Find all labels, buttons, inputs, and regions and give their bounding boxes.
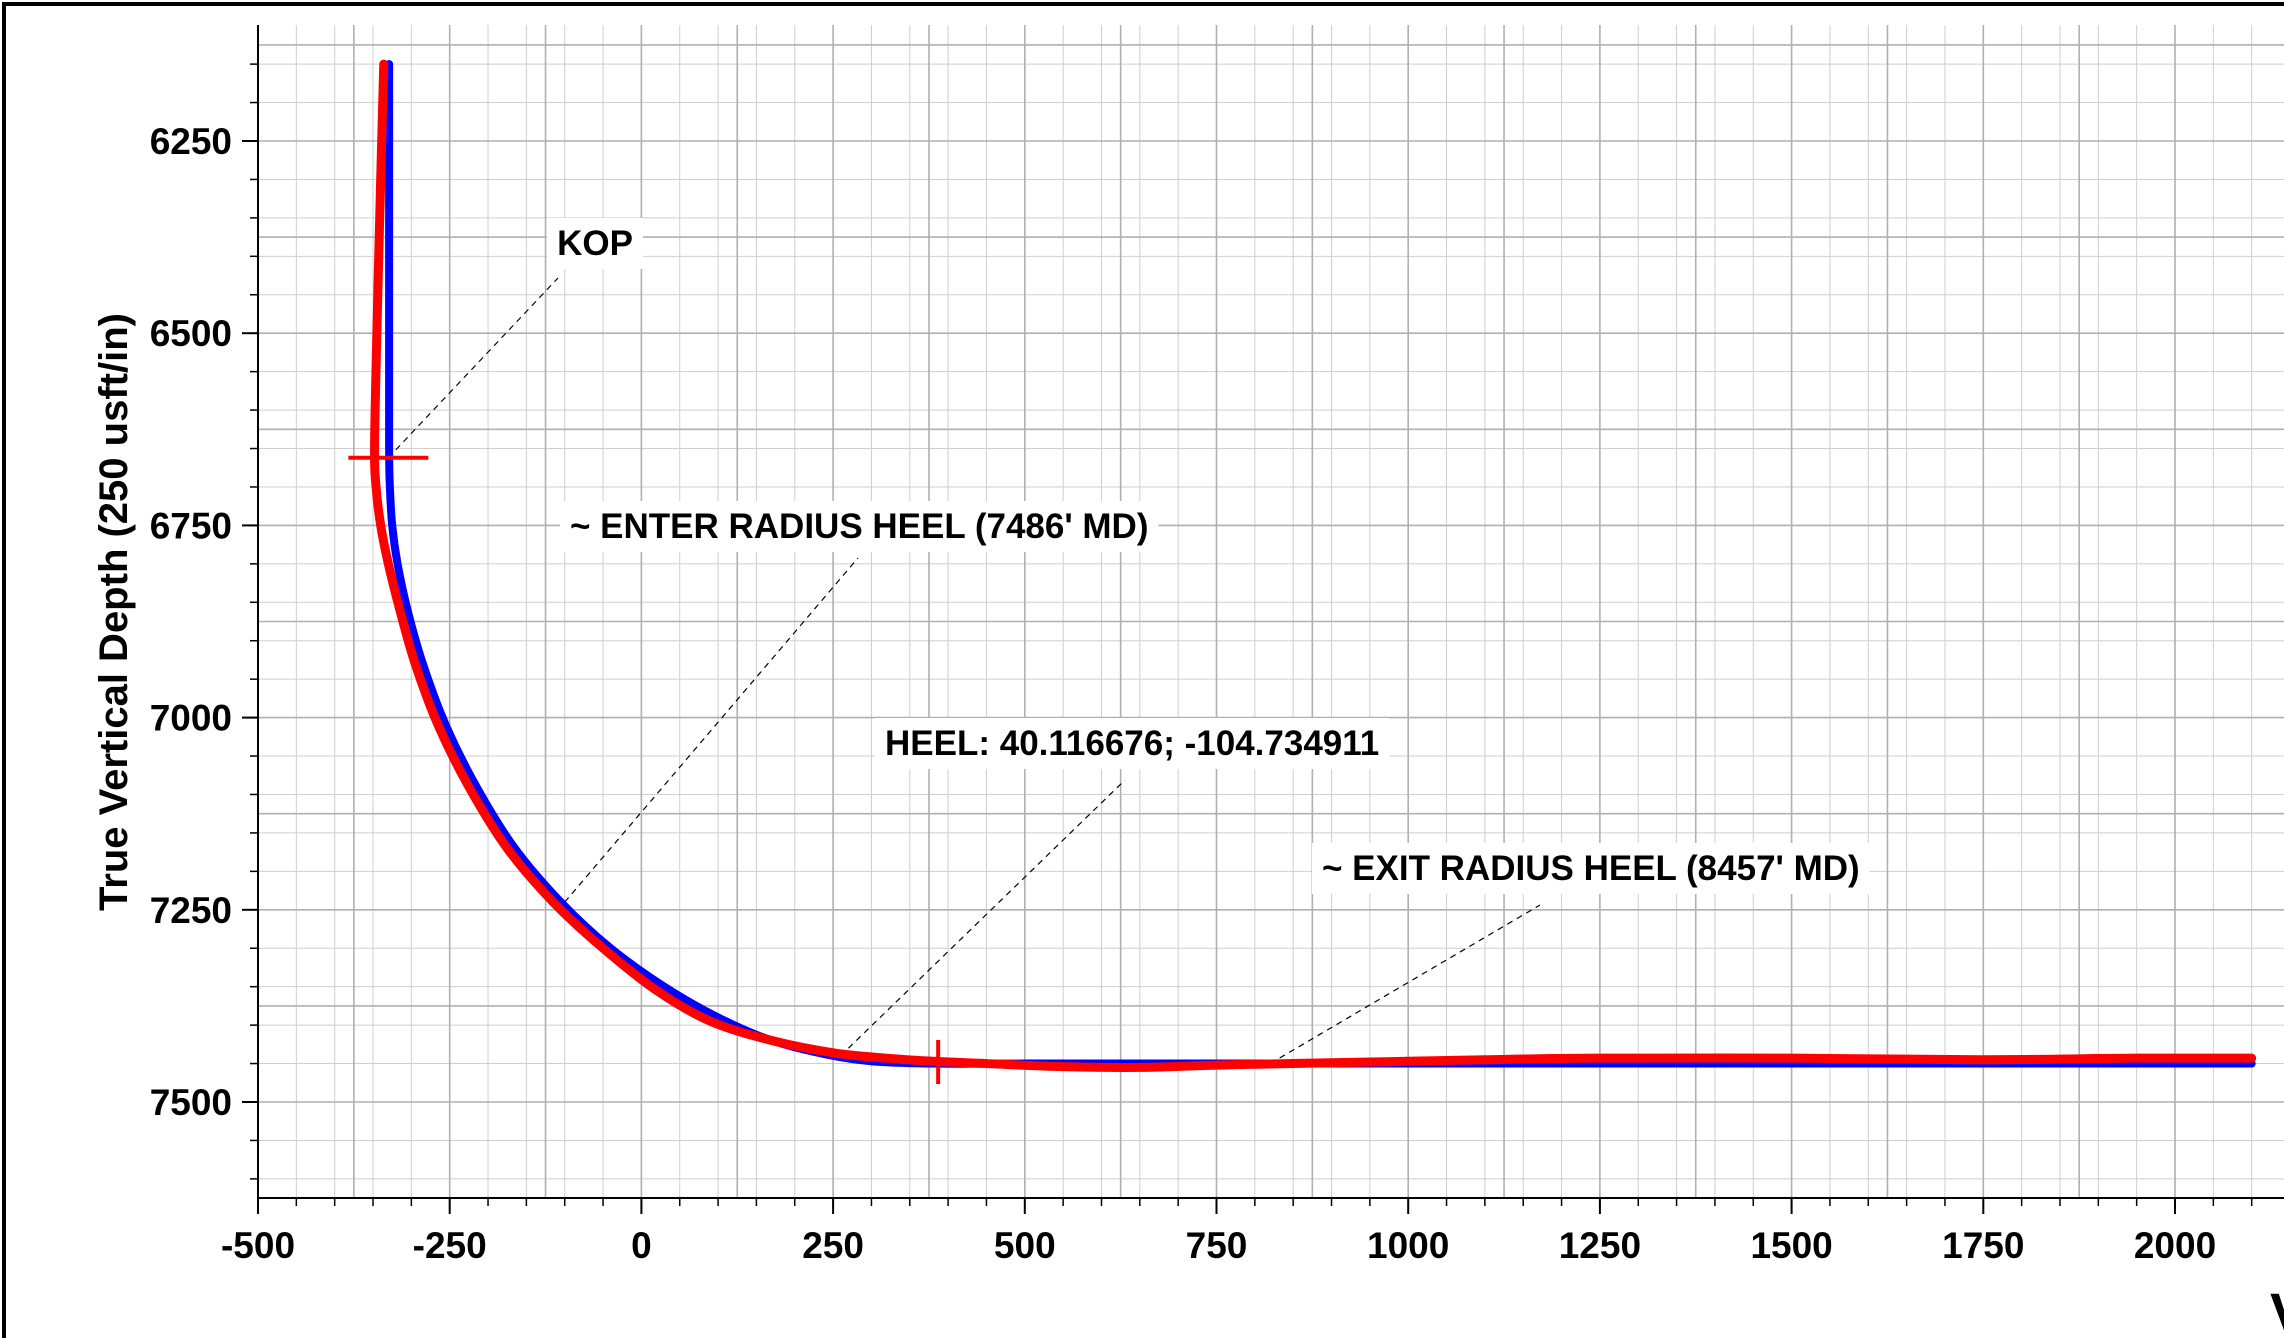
x-tick-label: 500: [994, 1225, 1056, 1266]
x-tick-label: -250: [413, 1225, 487, 1266]
x-tick-label: 2000: [2134, 1225, 2216, 1266]
x-tick-label: 0: [631, 1225, 652, 1266]
marker-group: [348, 455, 941, 1085]
y-tick-label: 6500: [150, 313, 232, 354]
y-tick-label: 7250: [150, 890, 232, 931]
series-group: [370, 59, 2257, 1072]
annotation-label: ~ EXIT RADIUS HEEL (8457' MD): [1322, 849, 1860, 888]
series-line-blue: [385, 60, 2256, 1068]
x-tick-label: -500: [221, 1225, 295, 1266]
annotation-leaders: [387, 277, 1541, 1065]
annotation-label-bg: [560, 501, 1159, 552]
y-tick-labels: 6250 6500 6750 7000 7250 7500: [150, 121, 232, 1123]
y-axis-label: True Vertical Depth (250 usft/in): [92, 313, 136, 911]
y-tick-label: 6250: [150, 121, 232, 162]
series-line-red: [370, 59, 2257, 1072]
x-axis-label-fragment: V: [2270, 1281, 2284, 1338]
x-tick-label: 750: [1186, 1225, 1248, 1266]
y-tick-label: 7500: [150, 1082, 232, 1123]
annotation-label: HEEL: 40.116676; -104.734911: [885, 724, 1379, 763]
annotation-label: KOP: [557, 224, 633, 263]
axes-group: [242, 25, 2284, 1214]
annotation-leader: [387, 277, 559, 459]
annotation-leader: [564, 557, 859, 903]
x-tick-labels: -500 -250 0 250 500 750 1000 1250 1500 1750 2000: [221, 1225, 2216, 1266]
annotation-label-bg: [1312, 843, 1870, 894]
x-tick-label: 250: [802, 1225, 864, 1266]
y-tick-label: 7000: [150, 698, 232, 739]
annotation-label-bg: [547, 218, 643, 269]
annotation-leader: [848, 779, 1126, 1049]
x-tick-label: 1750: [1942, 1225, 2024, 1266]
x-tick-label: 1000: [1367, 1225, 1449, 1266]
annotation-label-bg: [875, 718, 1390, 769]
x-tick-label: 1500: [1750, 1225, 1832, 1266]
annotation-labels: KOP ~ ENTER RADIUS HEEL (7486' MD) HEEL: 4…: [547, 218, 1870, 894]
annotation-leader: [1269, 904, 1541, 1065]
x-tick-label: 1250: [1559, 1225, 1641, 1266]
y-tick-label: 6750: [150, 505, 232, 546]
annotation-label: ~ ENTER RADIUS HEEL (7486' MD): [570, 507, 1149, 546]
